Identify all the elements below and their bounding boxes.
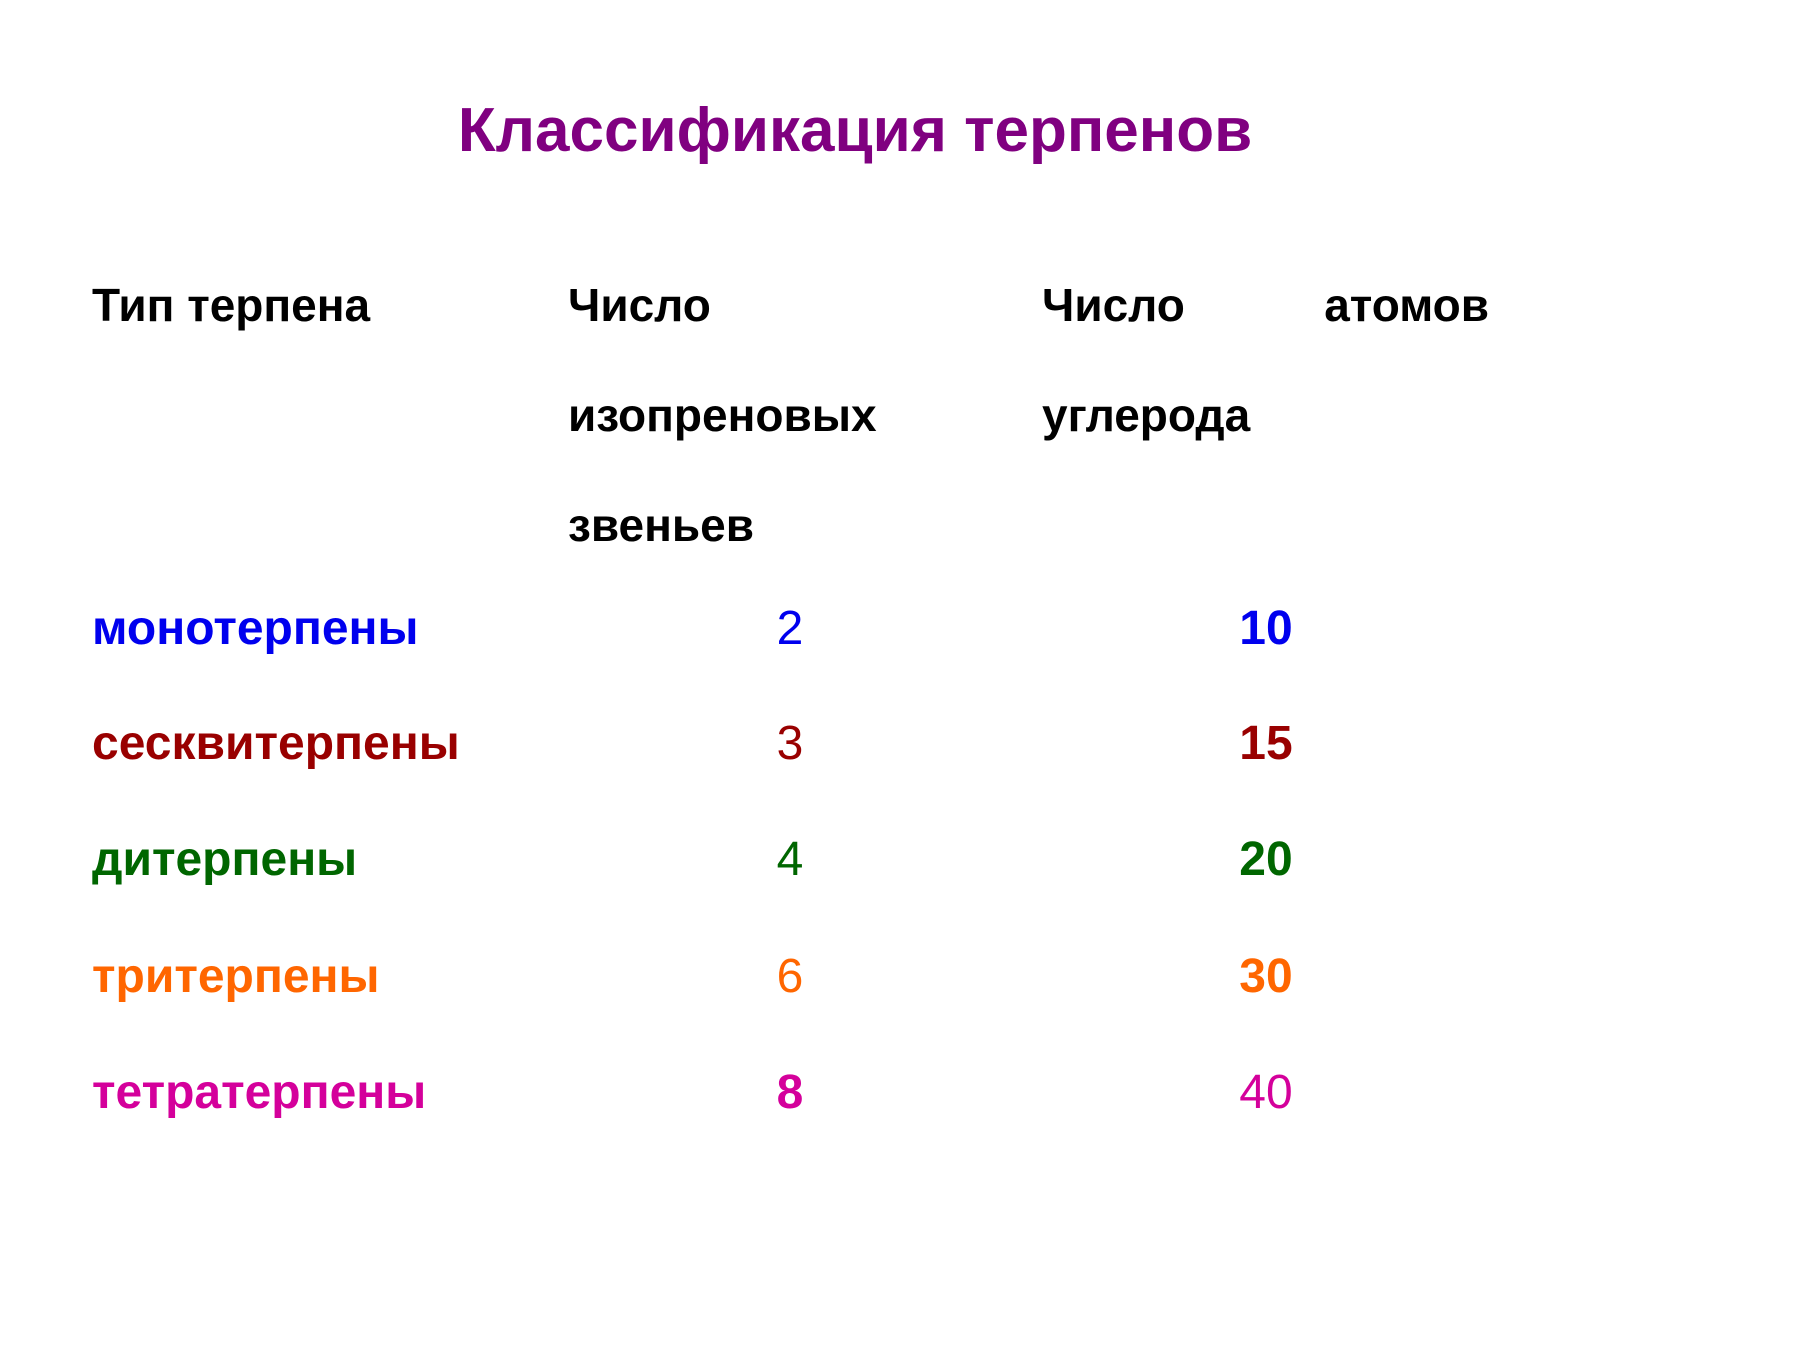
terpene-type: сесквитерпены	[92, 717, 460, 770]
carbon-atoms: 30	[1239, 950, 1293, 1003]
terpene-type: дитерпены	[92, 833, 358, 886]
title: Классификация терпенов	[457, 96, 1253, 165]
terpene-type: тетратерпены	[92, 1066, 427, 1119]
carbon-atoms: 10	[1239, 602, 1293, 655]
carbon-atoms: 15	[1239, 717, 1293, 770]
isoprene-units: 2	[776, 602, 804, 655]
isoprene-units: 3	[776, 717, 804, 770]
terpene-type: тритерпены	[92, 950, 380, 1003]
isoprene-units: 8	[776, 1066, 804, 1119]
terpene-type: монотерпены	[92, 602, 419, 655]
isoprene-units: 4	[776, 833, 804, 886]
column-header: Число атомов углерода	[1042, 279, 1489, 441]
carbon-atoms: 20	[1239, 833, 1293, 886]
carbon-atoms: 40	[1239, 1066, 1293, 1119]
column-header: Тип терпена	[92, 279, 371, 331]
column-header: Число изопреновых звеньев	[568, 279, 877, 551]
isoprene-units: 6	[776, 950, 804, 1003]
